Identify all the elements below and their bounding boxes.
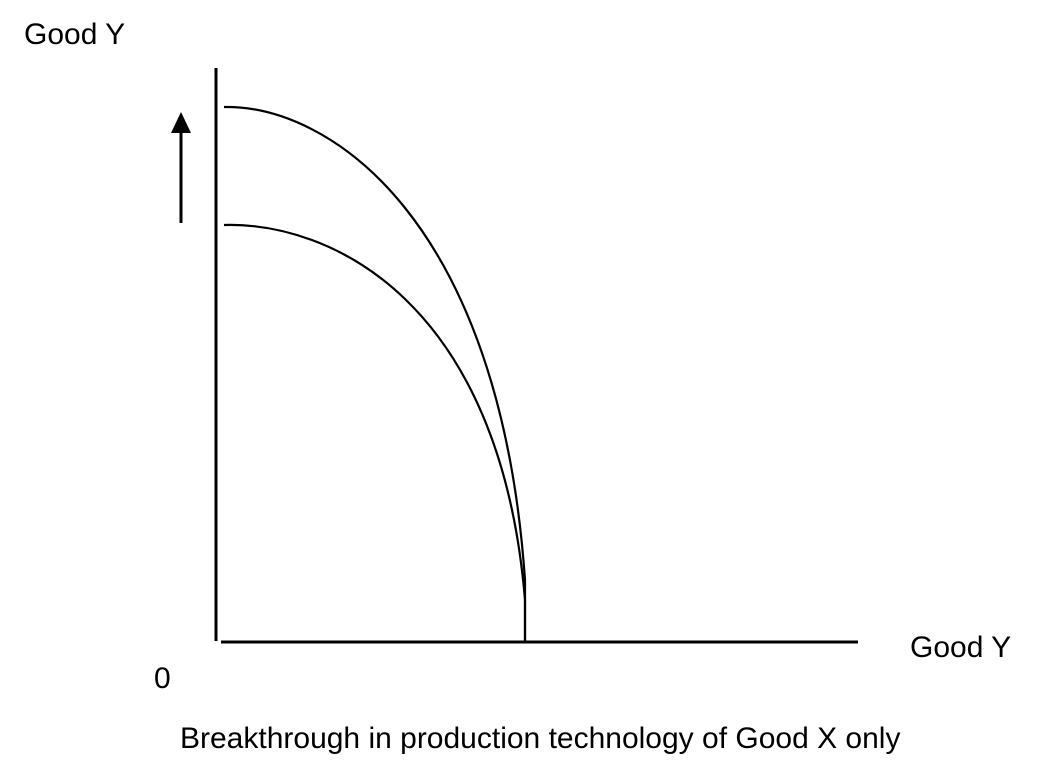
origin-label: 0	[154, 662, 171, 695]
original-ppf-curve	[223, 223, 527, 642]
y-axis-label: Good Y	[24, 18, 126, 51]
x-axis-label: Good Y	[910, 631, 1012, 664]
new-ppf-curve	[223, 105, 527, 642]
shift-up-arrow-icon	[171, 112, 191, 223]
diagram-caption: Breakthrough in production technology of…	[180, 722, 901, 755]
